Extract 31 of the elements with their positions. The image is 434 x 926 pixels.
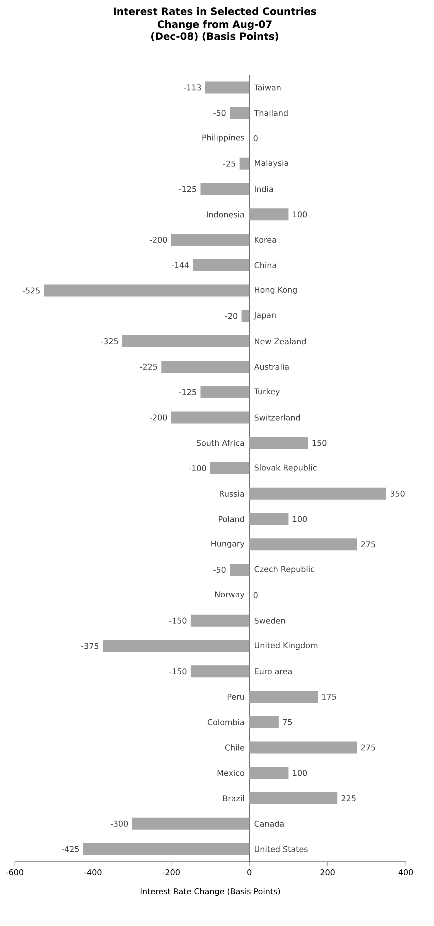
bar <box>205 82 250 94</box>
bar <box>193 259 250 272</box>
bar <box>162 360 250 373</box>
bar <box>242 310 250 322</box>
bar <box>250 690 318 703</box>
bar <box>240 158 250 170</box>
bar <box>230 564 250 576</box>
bar <box>200 386 250 398</box>
bar <box>44 284 250 297</box>
bar <box>250 513 289 526</box>
bar <box>190 666 250 678</box>
bar <box>171 234 250 246</box>
bar <box>102 640 250 652</box>
chart-subtitle: Change from Aug-07 (Dec-08) (Basis Points) <box>152 20 279 42</box>
bar <box>122 336 250 348</box>
chart-title: Interest Rates in Selected Countries <box>114 8 316 16</box>
bar <box>190 614 250 627</box>
bar <box>250 792 338 805</box>
bar <box>250 767 289 780</box>
bar <box>250 742 358 754</box>
bar <box>200 183 250 196</box>
bar <box>171 412 250 424</box>
bar <box>230 107 250 120</box>
bar <box>250 716 279 728</box>
bar <box>132 818 250 830</box>
bar <box>83 843 250 856</box>
bar <box>250 437 308 450</box>
bar <box>250 538 358 551</box>
bar <box>210 462 250 474</box>
bar <box>250 488 386 500</box>
bar <box>250 208 289 221</box>
